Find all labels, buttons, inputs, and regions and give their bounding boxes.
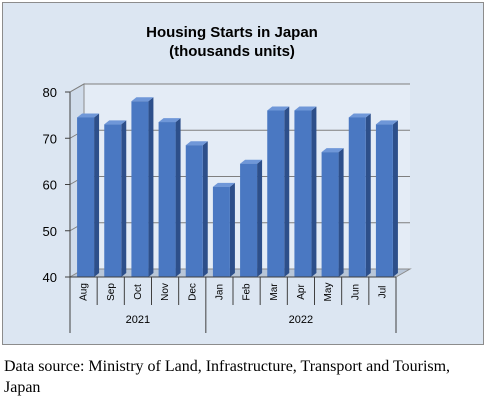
- bar-front: [294, 110, 312, 277]
- plot-area: 40 50 60 70 80 Aug Sep Oct Nov Dec Jan Feb Mar Apr May…: [43, 83, 412, 333]
- bar-front: [375, 124, 393, 277]
- bar-top: [158, 118, 181, 123]
- bar-top: [77, 113, 100, 118]
- bar-side: [392, 120, 398, 277]
- bar-top: [185, 141, 208, 146]
- bar-side: [94, 113, 100, 277]
- y-tick-label: 70: [43, 131, 57, 146]
- bar-front: [185, 145, 203, 277]
- bar: [131, 97, 154, 277]
- bar-side: [338, 148, 344, 277]
- bar: [185, 141, 208, 277]
- category-label: Aug: [79, 283, 90, 301]
- y-tick-label: 80: [43, 85, 57, 100]
- bar-side: [148, 97, 154, 277]
- bar-front: [158, 122, 176, 277]
- bar: [77, 113, 100, 277]
- chart-subtitle: (thousands units): [169, 43, 295, 60]
- bar: [348, 113, 371, 277]
- bar-top: [375, 120, 398, 125]
- bar-side: [202, 141, 208, 277]
- bar-top: [240, 159, 263, 164]
- bar-side: [121, 120, 127, 277]
- gridline: [69, 83, 410, 93]
- bar-top: [131, 97, 154, 102]
- bar-top: [104, 120, 127, 125]
- chart-title: Housing Starts in Japan: [146, 24, 318, 41]
- bar-top: [294, 106, 317, 111]
- y-tick-label: 40: [43, 270, 57, 285]
- y-tick-label: 60: [43, 178, 57, 193]
- bar-front: [348, 117, 366, 277]
- y-tick-label: 50: [43, 224, 57, 239]
- bar: [158, 118, 181, 277]
- bar-top: [267, 106, 290, 111]
- category-label: May: [323, 283, 334, 302]
- bar-chart: Housing Starts in Japan (thousands units…: [43, 24, 412, 333]
- year-label: 2022: [289, 314, 313, 326]
- bar-front: [131, 101, 149, 277]
- bar: [240, 159, 263, 277]
- bar-front: [321, 152, 339, 277]
- category-label: Mar: [269, 283, 280, 301]
- bar-top: [212, 182, 235, 187]
- bar: [104, 120, 127, 277]
- bar-front: [77, 117, 95, 277]
- bar-side: [257, 159, 263, 277]
- bar-front: [104, 124, 122, 277]
- year-label: 2021: [126, 314, 150, 326]
- bar: [321, 148, 344, 277]
- bar-side: [284, 106, 290, 277]
- bar: [212, 182, 235, 277]
- bar: [267, 106, 290, 277]
- category-label: Nov: [160, 283, 171, 301]
- bar-front: [240, 163, 258, 277]
- bar-front: [212, 186, 230, 277]
- bar-front: [267, 110, 285, 277]
- bar: [294, 106, 317, 277]
- bar-side: [365, 113, 371, 277]
- category-label: Dec: [187, 283, 198, 301]
- bar-side: [175, 118, 181, 277]
- bar-top: [348, 113, 371, 118]
- bar-side: [229, 182, 235, 277]
- category-label: Feb: [242, 283, 253, 301]
- category-label: Jun: [350, 284, 361, 300]
- category-label: Sep: [106, 283, 117, 301]
- category-label: Jan: [214, 284, 225, 300]
- category-label: Oct: [133, 284, 144, 300]
- data-source-note: Data source: Ministry of Land, Infrastru…: [4, 358, 451, 396]
- bar: [375, 120, 398, 277]
- category-label: Jul: [377, 286, 388, 299]
- bar-side: [311, 106, 317, 277]
- bar-top: [321, 148, 344, 153]
- category-label: Apr: [296, 284, 307, 300]
